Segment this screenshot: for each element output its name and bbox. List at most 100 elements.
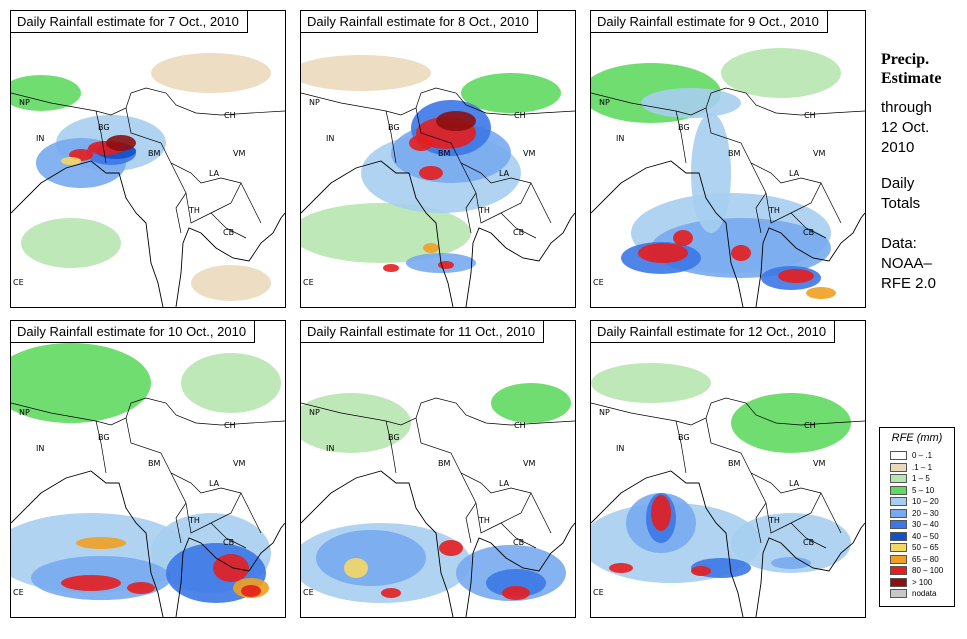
country-label-ce: CE bbox=[593, 588, 604, 597]
data-source-text: Data: NOAA– RFE 2.0 bbox=[881, 234, 936, 294]
country-label-in: IN bbox=[616, 134, 624, 143]
rainfall-area bbox=[638, 243, 688, 263]
legend-swatch bbox=[890, 577, 907, 587]
country-label-bg: BG bbox=[98, 123, 110, 132]
totals-line: Totals bbox=[881, 195, 921, 212]
legend-title: RFE (mm) bbox=[891, 432, 943, 444]
rainfall-area bbox=[731, 513, 851, 573]
rainfall-area bbox=[806, 287, 836, 299]
legend-swatch bbox=[890, 543, 907, 552]
rainfall-legend: RFE (mm) 0 – .1 .1 – 1 1 – 5 5 – 10 10 – 20 2… bbox=[879, 427, 955, 607]
country-border bbox=[591, 397, 865, 549]
legend-label: nodata bbox=[912, 589, 937, 598]
heading-line: Precip. bbox=[881, 51, 930, 68]
rainfall-area bbox=[691, 113, 731, 233]
legend-swatch bbox=[890, 566, 907, 575]
rainfall-area bbox=[591, 363, 711, 403]
country-border bbox=[11, 87, 285, 239]
rainfall-svg: NP IN BG CH BM VM LA TH CB CE bbox=[301, 343, 575, 617]
legend-label: 50 – 65 bbox=[912, 543, 939, 552]
legend-item: nodata bbox=[890, 588, 936, 599]
country-label-th: TH bbox=[478, 516, 490, 525]
legend-label: 80 – 100 bbox=[912, 566, 944, 575]
data-line: Data: bbox=[881, 235, 917, 252]
rainfall-area bbox=[213, 554, 249, 582]
panel-title: Daily Rainfall estimate for 10 Oct., 201… bbox=[11, 321, 256, 343]
legend-label: 20 – 30 bbox=[912, 508, 939, 518]
country-label-np: NP bbox=[309, 98, 320, 107]
country-label-bm: BM bbox=[728, 149, 740, 158]
rainfall-area bbox=[609, 563, 633, 573]
country-label-vm: VM bbox=[813, 459, 825, 468]
rainfall-map: NP IN BG CH BM VM LA TH CB CE bbox=[301, 343, 575, 617]
rainfall-area bbox=[691, 566, 711, 576]
rainfall-area bbox=[721, 48, 841, 98]
legend-swatch bbox=[890, 508, 907, 518]
country-label-ch: CH bbox=[514, 421, 526, 430]
legend-swatch bbox=[890, 451, 907, 460]
country-label-vm: VM bbox=[523, 149, 535, 158]
country-label-ch: CH bbox=[224, 111, 236, 120]
legend-item: 20 – 30 bbox=[890, 508, 939, 519]
rainfall-svg: NP IN BG CH BM VM LA TH CB CE bbox=[301, 33, 575, 307]
panel-title: Daily Rainfall estimate for 11 Oct., 201… bbox=[301, 321, 545, 343]
country-label-ce: CE bbox=[303, 278, 314, 287]
date-line: 2010 bbox=[881, 139, 915, 156]
map-panel-11-oct: Daily Rainfall estimate for 11 Oct., 201… bbox=[300, 320, 576, 618]
country-label-bm: BM bbox=[148, 459, 160, 468]
rainfall-area bbox=[486, 569, 546, 597]
rainfall-area bbox=[436, 111, 476, 131]
country-label-cb: CB bbox=[803, 228, 814, 237]
country-label-in: IN bbox=[36, 134, 44, 143]
country-label-vm: VM bbox=[813, 149, 825, 158]
country-label-cb: CB bbox=[223, 538, 234, 547]
country-label-bm: BM bbox=[438, 459, 450, 468]
country-label-bm: BM bbox=[148, 149, 160, 158]
data-line: NOAA– bbox=[881, 255, 932, 272]
map-panel-10-oct: Daily Rainfall estimate for 10 Oct., 201… bbox=[10, 320, 286, 618]
map-panel-8-oct: Daily Rainfall estimate for 8 Oct., 2010… bbox=[300, 10, 576, 308]
rainfall-area bbox=[641, 88, 741, 118]
coastline bbox=[591, 470, 865, 617]
map-panel-12-oct: Daily Rainfall estimate for 12 Oct., 201… bbox=[590, 320, 866, 618]
country-label-ch: CH bbox=[514, 111, 526, 120]
rainfall-area bbox=[301, 55, 431, 91]
country-label-np: NP bbox=[19, 408, 30, 417]
legend-item: 0 – .1 bbox=[890, 450, 932, 461]
legend-label: .1 – 1 bbox=[912, 462, 933, 472]
legend-item: 10 – 20 bbox=[890, 496, 939, 507]
through-text: through 12 Oct. 2010 bbox=[881, 98, 932, 158]
country-label-in: IN bbox=[36, 444, 44, 453]
country-label-bm: BM bbox=[438, 149, 450, 158]
rainfall-area bbox=[76, 537, 126, 549]
country-label-la: LA bbox=[789, 169, 800, 178]
legend-swatch bbox=[890, 531, 907, 541]
country-border bbox=[301, 87, 575, 239]
rainfall-area bbox=[21, 218, 121, 268]
rainfall-map: NP IN BG CH BM VM LA TH CB CE bbox=[11, 343, 285, 617]
country-label-th: TH bbox=[768, 516, 780, 525]
rainfall-area bbox=[11, 75, 81, 111]
country-label-la: LA bbox=[789, 479, 800, 488]
country-label-cb: CB bbox=[223, 228, 234, 237]
legend-label: 30 – 40 bbox=[912, 520, 939, 529]
map-panel-9-oct: Daily Rainfall estimate for 9 Oct., 2010… bbox=[590, 10, 866, 308]
country-label-np: NP bbox=[19, 98, 30, 107]
rainfall-area bbox=[731, 393, 851, 453]
panel-title: Daily Rainfall estimate for 12 Oct., 201… bbox=[591, 321, 836, 343]
coastline bbox=[591, 160, 865, 307]
rainfall-area bbox=[61, 157, 81, 165]
country-label-np: NP bbox=[599, 408, 610, 417]
legend-swatch bbox=[890, 589, 907, 598]
panel-title: Daily Rainfall estimate for 8 Oct., 2010 bbox=[301, 11, 538, 33]
country-label-vm: VM bbox=[233, 149, 245, 158]
country-label-cb: CB bbox=[803, 538, 814, 547]
rainfall-area bbox=[151, 53, 271, 93]
rainfall-area bbox=[127, 582, 155, 594]
coastline bbox=[11, 470, 285, 617]
country-label-ce: CE bbox=[303, 588, 314, 597]
rainfall-area bbox=[438, 261, 454, 269]
country-label-in: IN bbox=[616, 444, 624, 453]
country-label-ch: CH bbox=[804, 421, 816, 430]
coastline bbox=[301, 160, 575, 307]
